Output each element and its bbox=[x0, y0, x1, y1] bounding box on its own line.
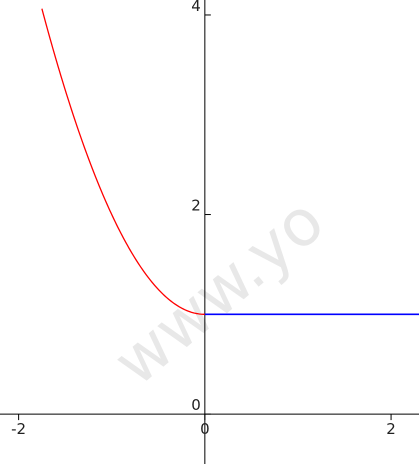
y-tick-label: 2 bbox=[191, 197, 201, 215]
y-tick-label: 0 bbox=[191, 396, 201, 414]
y-tick-label: 4 bbox=[191, 0, 201, 15]
x-tick-label: 2 bbox=[386, 420, 396, 438]
x-tick-label: -2 bbox=[11, 420, 26, 438]
watermark-text: www.yo bbox=[100, 184, 338, 400]
series-line-red bbox=[41, 8, 205, 315]
x-tick-label: 0 bbox=[200, 420, 210, 438]
tick-labels: -2 0 2 0 2 4 bbox=[11, 0, 396, 438]
series-group bbox=[41, 8, 419, 316]
